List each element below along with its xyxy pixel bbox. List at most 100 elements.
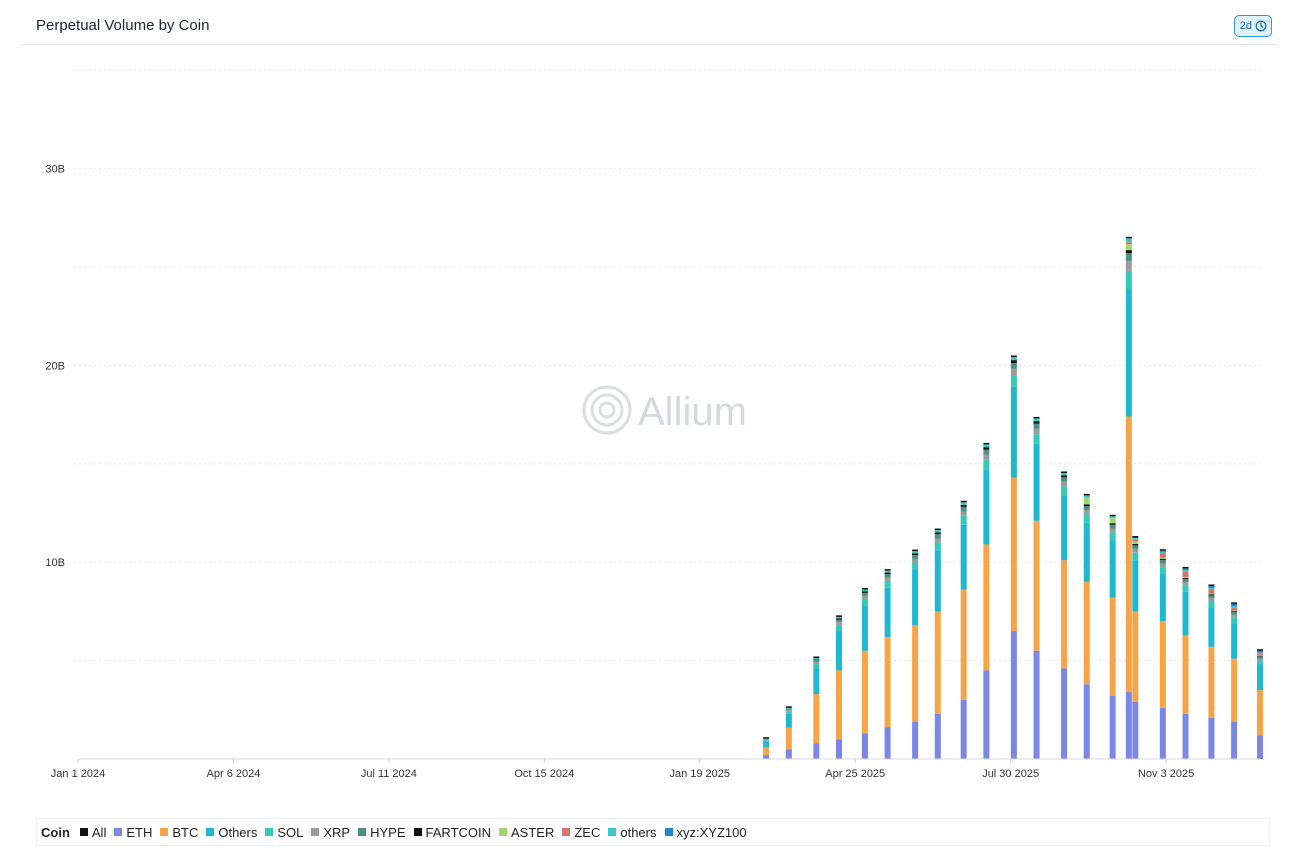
bar-segment-sol xyxy=(983,459,990,470)
legend-item[interactable]: HYPE xyxy=(358,824,406,840)
bar-segment-btc xyxy=(836,670,843,740)
interval-button[interactable]: 2d xyxy=(1233,15,1272,37)
bar-segment-sol xyxy=(1010,375,1017,387)
bar-segment-xrp xyxy=(785,709,792,712)
bar-segment-xrp xyxy=(1182,582,1189,586)
legend-item[interactable]: Others xyxy=(206,825,257,840)
bar-total-marker xyxy=(1208,584,1215,586)
legend-swatch xyxy=(608,828,617,836)
bar-segment-sol xyxy=(836,625,843,632)
legend-item[interactable]: xyz:XYZ100 xyxy=(664,825,747,840)
legend-item[interactable]: ETH xyxy=(114,825,152,840)
bar-segment-fartcoin xyxy=(1061,475,1068,478)
bar-segment-others xyxy=(1125,238,1132,243)
bar-segment-xrp xyxy=(983,454,990,460)
bar-segment-xyz-xyz100 xyxy=(1257,650,1263,653)
bar-segment-xrp xyxy=(1132,548,1139,553)
bar-segment-eth xyxy=(1208,717,1215,759)
bar-segment-eth xyxy=(813,743,820,759)
bar-segment-others xyxy=(1010,386,1017,478)
bar-segment-xyz-xyz100 xyxy=(1231,603,1238,607)
stacked-bar xyxy=(1132,536,1139,759)
bar-segment-zec xyxy=(1231,607,1238,611)
legend-item[interactable]: SOL xyxy=(265,825,303,840)
legend-swatch xyxy=(413,828,422,836)
bar-total-marker xyxy=(1010,355,1017,358)
bar-segment-eth xyxy=(763,755,770,759)
legend-label: HYPE xyxy=(370,824,406,840)
bar-segment-eth xyxy=(1182,713,1189,759)
x-tick-label: Apr 25 2025 xyxy=(825,768,885,780)
stacked-bar xyxy=(884,569,891,759)
bar-segment-others xyxy=(785,707,792,709)
watermark: Allium xyxy=(582,385,747,435)
stacked-bar xyxy=(1257,649,1263,759)
bar-segment-eth xyxy=(1083,684,1090,759)
bar-segment-zec xyxy=(1257,653,1263,656)
bar-segment-hype xyxy=(1083,506,1090,511)
legend-item[interactable]: others xyxy=(608,825,657,840)
bar-segment-xrp xyxy=(1125,260,1132,271)
bar-segment-fartcoin xyxy=(934,532,941,535)
bar-total-marker xyxy=(983,442,990,445)
legend-item[interactable]: BTC xyxy=(160,825,198,840)
bar-segment-eth xyxy=(861,733,868,759)
bar-segment-xrp xyxy=(861,595,868,599)
bar-segment-aster xyxy=(1182,577,1189,578)
bar-segment-btc xyxy=(1109,597,1116,697)
legend-item[interactable]: XRP xyxy=(311,825,350,840)
bar-segment-others xyxy=(1208,607,1215,647)
bar-segment-eth xyxy=(785,749,792,759)
bar-segment-btc xyxy=(934,611,941,714)
legend-swatch xyxy=(358,828,367,836)
bar-segment-xrp xyxy=(1109,528,1116,533)
bar-segment-hype xyxy=(1159,560,1166,564)
legend-label: BTC xyxy=(172,824,199,840)
stacked-bar xyxy=(912,549,919,759)
bar-segment-xrp xyxy=(1061,481,1068,487)
clock-icon xyxy=(1255,20,1267,32)
bar-segment-xrp xyxy=(1257,658,1263,661)
bar-segment-others xyxy=(934,550,941,612)
bar-segment-hype xyxy=(983,449,990,455)
legend-swatch xyxy=(562,828,571,836)
bar-segment-fartcoin xyxy=(1257,656,1263,657)
bar-segment-others xyxy=(912,551,919,554)
legend-label: SOL xyxy=(277,824,304,840)
bar-segment-btc xyxy=(861,650,868,734)
bar-segment-btc xyxy=(1061,560,1068,669)
watermark-text: Allium xyxy=(638,390,747,434)
bar-segment-fartcoin xyxy=(1033,421,1040,424)
bar-segment-hype xyxy=(813,659,820,662)
bar-segment-aster xyxy=(1231,610,1238,612)
bar-segment-others xyxy=(1033,418,1040,422)
bar-segment-others xyxy=(1033,444,1040,521)
bar-segment-hype xyxy=(1182,578,1189,583)
legend-item[interactable]: FARTCOIN xyxy=(413,825,491,840)
bar-segment-others xyxy=(960,502,967,505)
bar-segment-others xyxy=(912,570,919,626)
bar-segment-xrp xyxy=(813,661,820,665)
bar-total-marker xyxy=(884,569,891,571)
allium-logo-icon xyxy=(582,385,632,435)
bar-segment-others xyxy=(884,570,891,573)
legend-item[interactable]: ASTER xyxy=(499,825,554,840)
bar-segment-others xyxy=(763,741,770,748)
bar-segment-btc xyxy=(1010,477,1017,632)
bar-total-marker xyxy=(1231,602,1238,604)
legend-item[interactable]: ZEC xyxy=(562,825,600,840)
bar-segment-zec xyxy=(1132,539,1139,542)
bar-segment-fartcoin xyxy=(1125,250,1132,254)
bar-segment-others xyxy=(1010,357,1017,361)
bar-segment-others xyxy=(1061,495,1068,561)
axes: 10B 20B 30B Jan 1 2024 Apr 6 2024 Jul 11 2024… xyxy=(45,163,1260,780)
stacked-bar xyxy=(861,588,868,759)
legend-item[interactable]: All xyxy=(79,825,106,840)
bar-total-marker xyxy=(836,615,843,617)
bar-segment-sol xyxy=(1182,585,1189,592)
bar-segment-fartcoin xyxy=(912,553,919,556)
bar-segment-fartcoin xyxy=(1083,504,1090,507)
stacked-bar xyxy=(1208,584,1215,759)
bar-segment-eth xyxy=(1109,696,1116,759)
chart-header: Perpetual Volume by Coin 2d xyxy=(22,0,1278,45)
